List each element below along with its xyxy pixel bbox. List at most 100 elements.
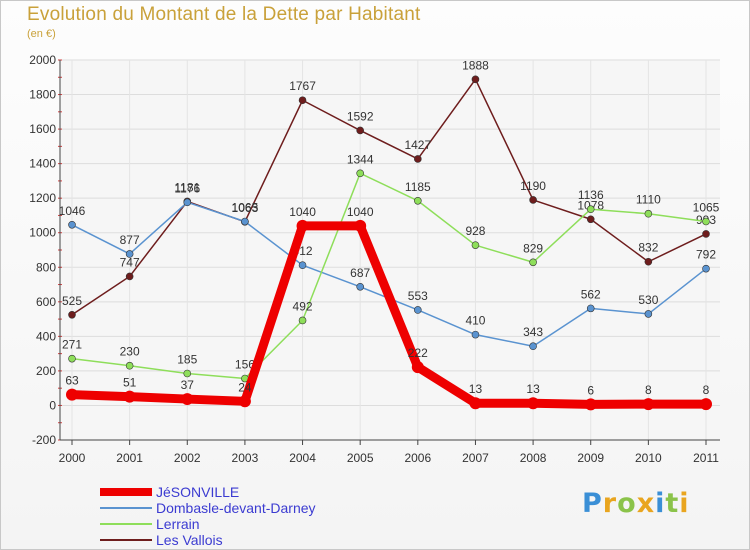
- y-tick-label: 0: [49, 398, 56, 412]
- chart-unit-label: (en €): [27, 28, 56, 40]
- data-label: 1592: [347, 109, 374, 123]
- y-tick-label: 1000: [29, 226, 56, 240]
- data-label: 525: [62, 294, 82, 308]
- data-point: [469, 397, 482, 410]
- x-tick-label: 2004: [289, 451, 316, 465]
- data-label: 156: [235, 358, 255, 372]
- data-point: [125, 272, 134, 281]
- data-point: [356, 169, 364, 178]
- data-point: [529, 342, 537, 351]
- y-tick-label: 800: [36, 260, 56, 274]
- data-point: [644, 209, 653, 218]
- logo-letter: r: [602, 488, 618, 519]
- data-point: [356, 282, 364, 291]
- x-tick-label: 2010: [635, 451, 662, 465]
- data-point: [68, 310, 76, 319]
- data-point: [527, 397, 540, 410]
- data-label: 1767: [289, 79, 316, 93]
- legend-label: Les Vallois: [156, 531, 223, 548]
- data-point: [123, 390, 136, 403]
- data-label: 222: [408, 346, 428, 360]
- data-point: [183, 369, 192, 378]
- y-tick-label: 1400: [29, 157, 56, 171]
- data-point: [125, 361, 134, 370]
- legend-swatch: [100, 538, 152, 541]
- data-point: [241, 217, 249, 226]
- data-point: [411, 361, 424, 374]
- data-point: [529, 258, 537, 267]
- data-point: [66, 388, 78, 401]
- logo-letter: t: [665, 488, 680, 519]
- legend-item: JéSONVILLE: [100, 483, 240, 500]
- data-point: [644, 310, 653, 318]
- data-point: [414, 196, 422, 205]
- data-point: [356, 126, 364, 135]
- data-label: 1065: [693, 201, 720, 215]
- data-label: 1063: [232, 201, 259, 215]
- data-label: 63: [65, 374, 79, 388]
- y-tick-label: -200: [32, 433, 56, 447]
- data-point: [584, 398, 597, 411]
- logo-letter: P: [582, 488, 603, 519]
- x-tick-label: 2011: [693, 451, 719, 465]
- data-label: 1185: [405, 180, 431, 194]
- data-label: 832: [638, 241, 658, 255]
- data-point: [529, 196, 537, 204]
- plot-area: [60, 60, 720, 440]
- data-label: 8: [703, 383, 710, 397]
- y-tick-label: 400: [36, 329, 56, 343]
- data-label: 877: [120, 233, 140, 247]
- x-tick-label: 2006: [404, 451, 431, 465]
- data-label: 1427: [404, 138, 431, 152]
- x-tick-label: 2005: [347, 451, 374, 465]
- data-point: [183, 198, 192, 207]
- legend-swatch: [100, 506, 152, 509]
- data-label: 1046: [59, 204, 86, 218]
- data-point: [68, 220, 76, 229]
- data-label: 6: [587, 383, 594, 397]
- y-tick-label: 2000: [29, 53, 56, 67]
- data-label: 1065: [232, 201, 259, 215]
- data-label: 13: [469, 382, 483, 396]
- legend-item: Dombasle-devant-Darney: [100, 500, 316, 516]
- legend-label: JéSONVILLE: [156, 483, 240, 500]
- logo-letter: o: [617, 488, 637, 519]
- x-tick-label: 2008: [520, 451, 547, 465]
- x-tick-label: 2002: [174, 451, 201, 465]
- series-line: [67, 221, 711, 409]
- legend-label: Lerrain: [156, 515, 200, 532]
- data-label: 562: [581, 287, 601, 301]
- data-label: 1344: [347, 152, 374, 166]
- data-label: 51: [123, 376, 137, 390]
- data-label: 553: [408, 289, 428, 303]
- data-label: 1176: [174, 181, 200, 195]
- logo-letter: i: [679, 488, 690, 519]
- x-tick-label: 2009: [577, 451, 604, 465]
- data-label: 37: [181, 378, 195, 392]
- data-point: [471, 330, 480, 339]
- data-point: [296, 219, 309, 232]
- y-tick-label: 1800: [29, 88, 56, 102]
- data-point: [414, 306, 422, 314]
- data-point: [471, 241, 480, 249]
- data-point: [354, 219, 367, 232]
- data-point: [586, 215, 595, 224]
- data-point: [702, 264, 710, 273]
- data-point: [702, 217, 710, 226]
- data-label: 1110: [636, 193, 661, 207]
- data-point: [586, 304, 595, 313]
- data-label: 687: [350, 266, 370, 280]
- data-point: [642, 398, 655, 411]
- series-line: [71, 78, 707, 316]
- data-point: [414, 155, 422, 163]
- legend-item: Lerrain: [100, 515, 200, 532]
- data-point: [238, 395, 251, 408]
- y-tick-label: 600: [36, 295, 56, 309]
- data-label: 1190: [520, 179, 546, 193]
- legend-swatch: [100, 487, 152, 496]
- proxiti-logo: Proxiti: [582, 488, 690, 519]
- x-tick-label: 2007: [462, 451, 489, 465]
- data-label: 1181: [174, 180, 200, 194]
- data-label: 530: [638, 293, 658, 307]
- data-label: 792: [696, 248, 716, 262]
